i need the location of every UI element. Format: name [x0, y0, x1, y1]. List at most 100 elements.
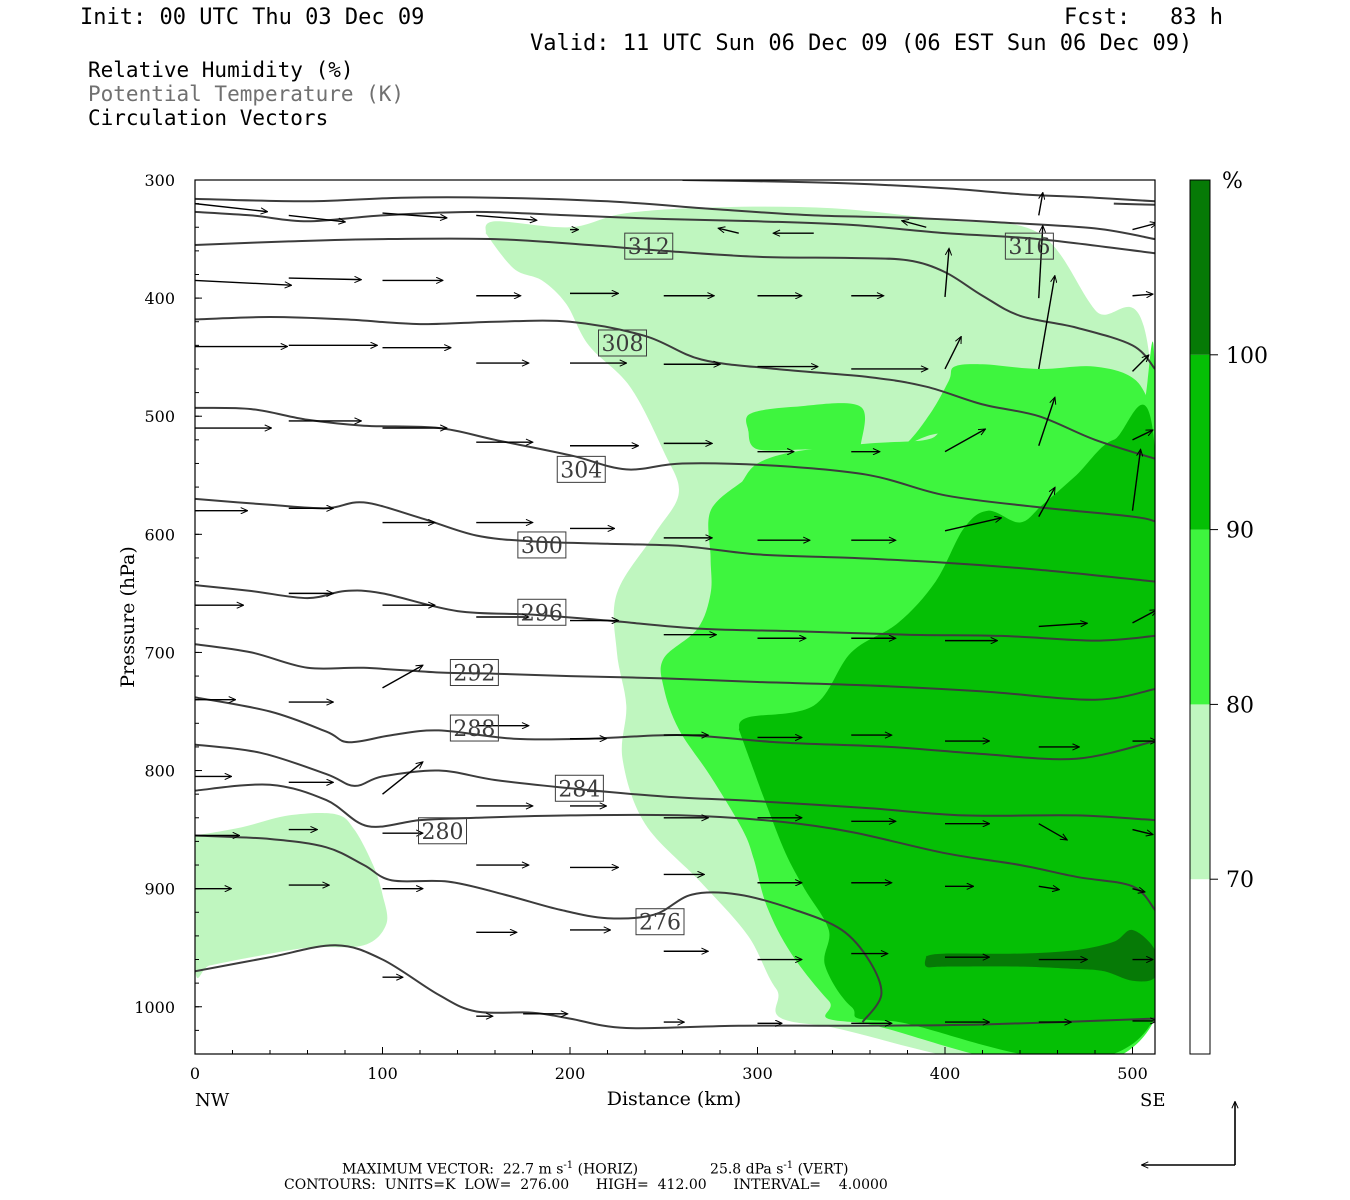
rh-region-90: [738, 404, 1155, 1054]
axes: 0 100 200 300 400 500 300 400 500 600 700 800 900 100…: [134, 171, 1147, 1083]
theta-label-304: 304: [556, 455, 606, 483]
colorbar-label: 80: [1226, 693, 1254, 718]
init-time: Init: 00 UTC Thu 03 Dec 09: [80, 5, 425, 30]
y-tick-label: 300: [144, 171, 175, 190]
theta-contour-332: [1113, 202, 1155, 206]
y-tick-label: 1000: [134, 998, 175, 1017]
x-tick-label: 100: [367, 1064, 398, 1083]
colorbar-swatch: [1190, 879, 1210, 1054]
theta-label-308: 308: [598, 329, 647, 357]
theta-contour-296: [195, 643, 1155, 701]
forecast-hour: Fcst: 83 h: [1064, 5, 1223, 30]
circulation-vector: [1038, 398, 1055, 446]
x-tick-label: 300: [742, 1064, 773, 1083]
circulation-vector: [944, 337, 961, 370]
y-tick-label: 400: [144, 289, 175, 308]
circulation-vector: [1038, 276, 1055, 370]
colorbar-swatch: [1190, 180, 1210, 355]
theta-label-300: 300: [517, 531, 567, 559]
y-tick-label: 700: [144, 643, 175, 662]
colorbar: 70 80 90 100: [1189, 179, 1268, 1055]
circulation-vector: [1132, 294, 1153, 296]
theta-contour-284: [195, 783, 1155, 911]
rh-region-80: [746, 364, 1155, 459]
plot-frame: [194, 179, 1156, 1055]
svg-text:316: 316: [1008, 235, 1050, 260]
contour-labels: 276 280 284 288 292 296 300 304 308 312 316: [418, 232, 1054, 936]
circulation-vector: [1131, 450, 1141, 511]
theta-contour-308: [195, 406, 1155, 523]
theta-contour-320: [195, 210, 1155, 255]
circulation-vectors: [195, 193, 1155, 1023]
circulation-vector: [288, 214, 345, 221]
circulation-vector: [1132, 430, 1153, 441]
y-tick-label: 500: [144, 407, 175, 426]
circulation-vector: [382, 212, 447, 218]
circulation-vector: [1132, 828, 1153, 835]
colorbar-label: 70: [1226, 868, 1254, 893]
field-rh: Relative Humidity (%): [88, 58, 354, 82]
field-vectors: Circulation Vectors: [88, 106, 329, 130]
theta-contour-280: [195, 834, 883, 1023]
x-tick-label: 0: [190, 1064, 200, 1083]
x-tick-label: 200: [555, 1064, 586, 1083]
theta-label-312: 312: [624, 232, 674, 260]
theta-label-284: 284: [554, 774, 604, 802]
theta-label-276: 276: [635, 908, 685, 936]
circulation-vector: [288, 278, 361, 280]
svg-text:280: 280: [422, 820, 464, 845]
colorbar-label: 90: [1226, 519, 1254, 544]
circulation-vector: [1132, 355, 1149, 372]
circulation-vector: [1038, 193, 1043, 216]
circulation-vector: [1038, 823, 1067, 840]
circulation-vector: [944, 429, 985, 453]
svg-text:308: 308: [602, 332, 644, 357]
rh-region-100: [924, 929, 1155, 982]
circulation-vector: [1038, 886, 1059, 889]
y-axis-label: Pressure (hPa): [117, 546, 139, 688]
colorbar-label: 100: [1226, 344, 1268, 369]
svg-text:284: 284: [558, 777, 600, 802]
colorbar-frame: [1189, 179, 1211, 1055]
y-tick-label: 600: [144, 525, 175, 544]
colorbar-swatch: [1190, 354, 1210, 530]
x-end-label-se: SE: [1140, 1090, 1165, 1111]
circulation-vector: [195, 279, 291, 285]
theta-label-296: 296: [517, 598, 567, 626]
svg-text:312: 312: [628, 235, 670, 260]
x-tick-label: 400: [930, 1064, 961, 1083]
svg-text:288: 288: [453, 717, 495, 742]
circulation-vector: [944, 249, 949, 297]
reference-vector-icon: [1142, 1102, 1235, 1165]
x-end-label-nw: NW: [195, 1090, 230, 1111]
theta-contour-304: [195, 497, 1155, 583]
circulation-vector: [1038, 623, 1087, 626]
circulation-vector: [476, 214, 536, 220]
max-vector-line: MAXIMUM VECTOR: 22.7 m s-1 (HORIZ) 25.8 d…: [342, 1160, 849, 1178]
circulation-vector: [1038, 488, 1055, 517]
contours-info: CONTOURS: UNITS=K LOW= 276.00 HIGH= 412.…: [284, 1177, 888, 1193]
x-axis-label: Distance (km): [607, 1088, 742, 1110]
field-theta: Potential Temperature (K): [88, 82, 405, 106]
theta-label-280: 280: [418, 817, 467, 845]
svg-text:304: 304: [560, 458, 602, 483]
theta-label-316: 316: [1004, 232, 1054, 260]
circulation-vector: [719, 228, 739, 234]
circulation-vector: [382, 665, 423, 689]
theta-contour-276: [195, 944, 1155, 1030]
valid-time: Valid: 11 UTC Sun 06 Dec 09 (06 EST Sun …: [530, 31, 1193, 56]
svg-text:296: 296: [521, 601, 563, 626]
svg-text:276: 276: [639, 911, 681, 936]
theta-label-292: 292: [449, 659, 499, 687]
relative-humidity-fill: [195, 206, 1155, 1054]
svg-text:300: 300: [521, 534, 563, 559]
circulation-vector: [195, 202, 267, 212]
circulation-vector: [902, 221, 927, 228]
circulation-vector: [382, 762, 423, 795]
rh-region-70: [195, 813, 388, 978]
theta-label-288: 288: [449, 714, 499, 742]
x-tick-label: 500: [1117, 1064, 1148, 1083]
y-tick-label: 800: [144, 762, 175, 781]
circulation-vector: [1038, 226, 1043, 299]
